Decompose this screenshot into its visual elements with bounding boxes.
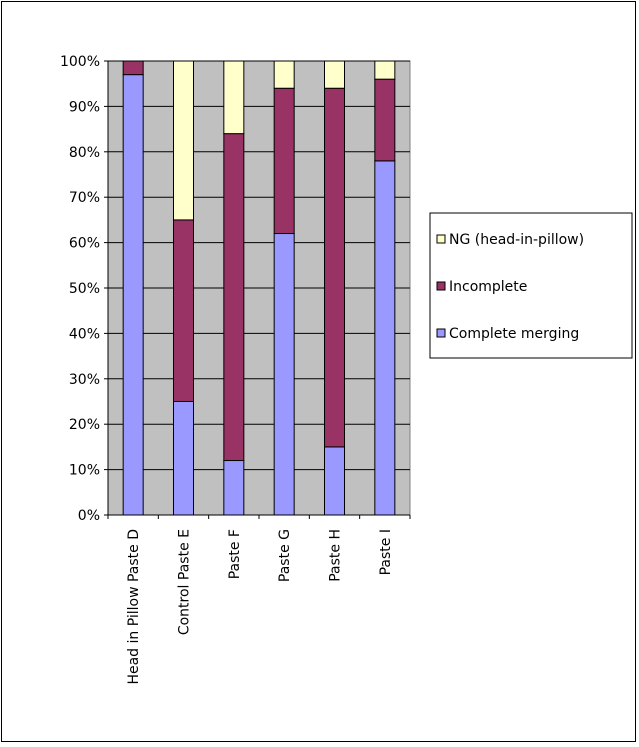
bar-segment (374, 78, 396, 162)
y-tick-label: 70% (69, 190, 100, 206)
y-tick-label: 0% (78, 508, 100, 524)
bar-segment (223, 460, 245, 516)
bar-segment (273, 87, 295, 235)
y-tick-label: 80% (69, 145, 100, 161)
bars (122, 60, 396, 516)
x-tick-label: Paste I (378, 529, 394, 575)
bar-segment (374, 60, 396, 80)
y-tick-label: 90% (69, 99, 100, 115)
y-tick-label: 50% (69, 281, 100, 297)
y-tick-label: 20% (69, 417, 100, 433)
bar-segment (122, 60, 144, 76)
bar-segment (273, 60, 295, 89)
bar-segment (173, 219, 194, 402)
x-tick-label: Paste H (328, 529, 344, 582)
x-tick-label: Head in Pillow Paste D (126, 529, 142, 685)
bar-segment (122, 74, 144, 516)
x-tick-label: Paste G (277, 529, 293, 582)
x-tick-label: Control Paste E (177, 529, 193, 635)
y-tick-label: 30% (69, 372, 100, 388)
bar-segment (273, 233, 295, 516)
legend-swatch (436, 328, 446, 338)
legend-swatch (436, 281, 446, 291)
y-tick-label: 40% (69, 326, 100, 342)
bar-segment (223, 60, 245, 135)
legend: NG (head-in-pillow) Incomplete Complete me… (429, 212, 633, 359)
bar-segment (324, 87, 345, 448)
legend-box (429, 212, 633, 359)
x-tick-label: Paste F (227, 529, 243, 579)
y-tick-label: 10% (69, 463, 100, 479)
legend-label: Complete merging (449, 326, 579, 342)
legend-swatch (436, 234, 446, 244)
y-tick-label: 100% (60, 54, 100, 70)
bar-segment (173, 60, 194, 221)
bar-segment (324, 446, 345, 516)
gridlines (107, 60, 410, 516)
x-axis-ticks: Head in Pillow Paste D Control Paste E Pas… (107, 515, 411, 685)
legend-label: Incomplete (449, 279, 527, 295)
bar-segment (173, 401, 194, 516)
legend-label: NG (head-in-pillow) (449, 232, 584, 248)
bar-segment (324, 60, 345, 89)
y-tick-label: 60% (69, 236, 100, 252)
bar-segment (374, 160, 396, 516)
bar-segment (223, 133, 245, 462)
y-axis-ticks: 0% 10% 20% 30% 40% 50% 60% 70% 80% 90% 100% (60, 54, 108, 524)
